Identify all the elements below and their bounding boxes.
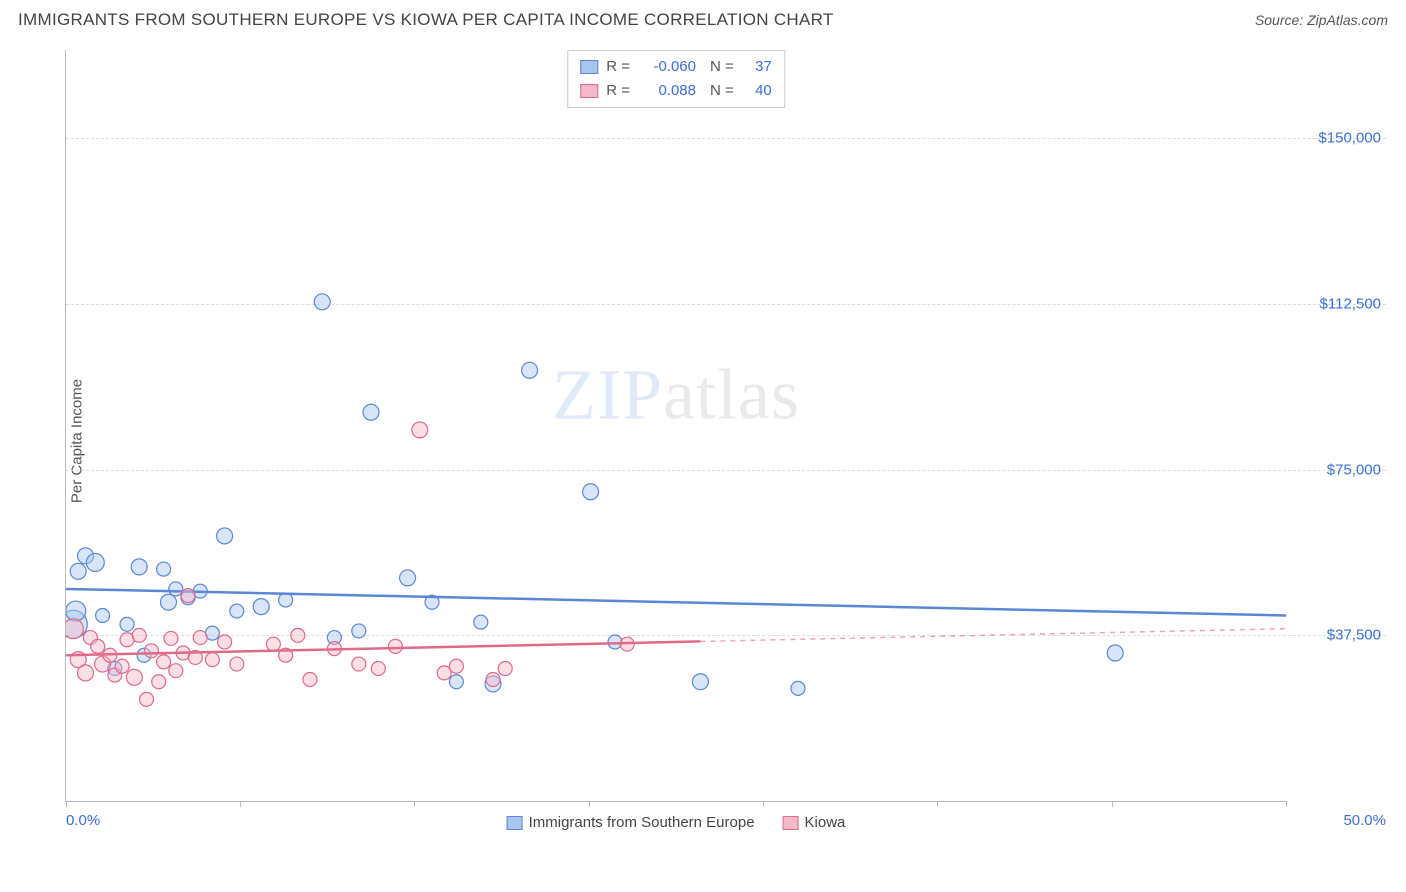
header: IMMIGRANTS FROM SOUTHERN EUROPE VS KIOWA… (0, 0, 1406, 36)
scatter-point (132, 628, 146, 642)
y-tick-label: $112,500 (1320, 296, 1381, 313)
legend-swatch (783, 816, 799, 830)
regression-line (66, 641, 700, 655)
legend-series-item: Kiowa (783, 814, 846, 831)
x-tick-mark (414, 801, 415, 807)
scatter-point (583, 484, 599, 500)
scatter-point (96, 608, 110, 622)
scatter-point (388, 639, 402, 653)
scatter-point (160, 594, 176, 610)
scatter-point (144, 644, 158, 658)
legend-series: Immigrants from Southern Europe Kiowa (507, 814, 846, 831)
scatter-point (266, 637, 280, 651)
scatter-point (131, 559, 147, 575)
scatter-point (205, 653, 219, 667)
legend-swatch (580, 60, 598, 74)
scatter-point (66, 619, 83, 639)
regression-line-extrapolated (700, 629, 1286, 642)
scatter-point (218, 635, 232, 649)
legend-series-label: Immigrants from Southern Europe (529, 814, 755, 831)
scatter-point (126, 669, 142, 685)
legend-r-value: -0.060 (638, 55, 696, 79)
scatter-point (692, 674, 708, 690)
scatter-point (115, 659, 129, 673)
scatter-point (86, 553, 104, 571)
scatter-point (217, 528, 233, 544)
chart-container: Per Capita Income ZIPatlas R =-0.060N =3… (50, 50, 1386, 832)
scatter-point (352, 657, 366, 671)
source-attribution: Source: ZipAtlas.com (1255, 12, 1388, 28)
x-tick-mark (240, 801, 241, 807)
scatter-point (371, 661, 385, 675)
scatter-point (230, 657, 244, 671)
legend-n-label: N = (710, 55, 734, 79)
scatter-point (791, 681, 805, 695)
scatter-point (253, 599, 269, 615)
scatter-point (486, 673, 500, 687)
scatter-point (522, 362, 538, 378)
scatter-point (400, 570, 416, 586)
x-tick-mark (763, 801, 764, 807)
legend-r-label: R = (606, 79, 630, 103)
scatter-svg (66, 50, 1286, 801)
scatter-point (230, 604, 244, 618)
x-tick-mark (66, 801, 67, 807)
x-tick-mark (937, 801, 938, 807)
scatter-point (181, 589, 195, 603)
scatter-point (352, 624, 366, 638)
plot-area: ZIPatlas R =-0.060N =37R =0.088N =40 0.0… (65, 50, 1286, 802)
legend-n-value: 37 (742, 55, 772, 79)
scatter-point (169, 664, 183, 678)
legend-correlation-row: R = 0.088 N = 40 (580, 79, 772, 103)
x-tick-mark (1286, 801, 1287, 807)
scatter-point (449, 659, 463, 673)
scatter-point (91, 639, 105, 653)
scatter-point (193, 631, 207, 645)
scatter-point (314, 294, 330, 310)
scatter-point (164, 631, 178, 645)
legend-r-value: 0.088 (638, 79, 696, 103)
scatter-point (474, 615, 488, 629)
legend-series-item: Immigrants from Southern Europe (507, 814, 755, 831)
scatter-point (279, 593, 293, 607)
y-tick-label: $37,500 (1327, 627, 1381, 644)
x-axis-min-label: 0.0% (66, 812, 100, 829)
x-axis-max-label: 50.0% (1343, 812, 1386, 829)
scatter-point (157, 562, 171, 576)
scatter-point (363, 404, 379, 420)
legend-swatch (507, 816, 523, 830)
scatter-point (412, 422, 428, 438)
legend-series-label: Kiowa (805, 814, 846, 831)
scatter-point (140, 692, 154, 706)
scatter-point (157, 655, 171, 669)
scatter-point (291, 628, 305, 642)
scatter-point (449, 675, 463, 689)
scatter-point (1107, 645, 1123, 661)
source-value: ZipAtlas.com (1307, 12, 1388, 28)
scatter-point (152, 675, 166, 689)
scatter-point (303, 673, 317, 687)
legend-swatch (580, 84, 598, 98)
legend-correlation-row: R = -0.060 N = 37 (580, 55, 772, 79)
legend-n-value: 40 (742, 79, 772, 103)
x-tick-mark (589, 801, 590, 807)
scatter-point (70, 563, 86, 579)
source-label: Source: (1255, 12, 1303, 28)
y-tick-label: $75,000 (1327, 461, 1381, 478)
legend-correlation: R = -0.060 N = 37 R = 0.088 N = 40 (567, 50, 785, 108)
scatter-point (78, 665, 94, 681)
scatter-point (66, 601, 86, 621)
chart-title: IMMIGRANTS FROM SOUTHERN EUROPE VS KIOWA… (18, 10, 834, 30)
scatter-point (120, 617, 134, 631)
legend-n-label: N = (710, 79, 734, 103)
regression-line (66, 589, 1286, 616)
scatter-point (498, 661, 512, 675)
y-tick-label: $150,000 (1318, 130, 1381, 147)
legend-r-label: R = (606, 55, 630, 79)
x-tick-mark (1112, 801, 1113, 807)
